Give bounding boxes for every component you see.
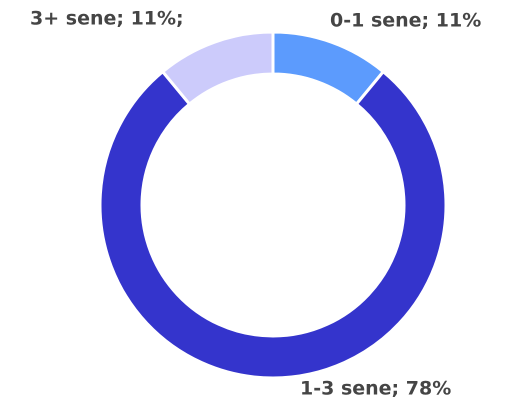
data-label: 3+ sene; 11%; [30,8,184,30]
data-label: 0-1 sene; 11% [330,10,481,32]
donut-segment [160,30,275,107]
donut-segment [98,69,448,380]
data-label: 1-3 sene; 78% [300,378,451,400]
